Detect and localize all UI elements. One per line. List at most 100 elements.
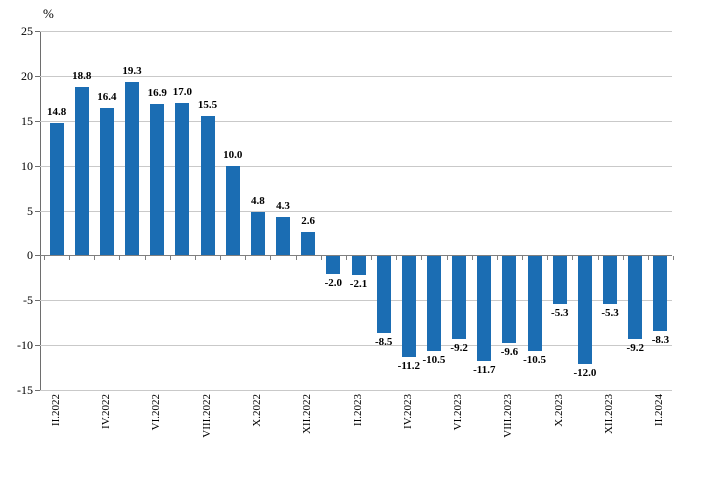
y-axis-tick (35, 75, 40, 77)
x-axis-label: II.2023 (351, 394, 364, 427)
x-axis-tick (547, 256, 549, 261)
bar (150, 103, 165, 256)
x-axis-tick (371, 256, 373, 261)
bar (49, 122, 64, 256)
x-axis-tick (94, 256, 96, 261)
bar (276, 216, 291, 256)
y-axis-tick-label: -10 (17, 338, 33, 353)
bar-value-label: 18.8 (72, 69, 92, 82)
bar-value-label: -8.5 (374, 335, 393, 348)
x-axis-tick (647, 256, 649, 261)
bar (552, 256, 567, 304)
x-axis-label: VIII.2022 (200, 394, 213, 438)
bar (452, 256, 467, 339)
bar (376, 256, 391, 333)
bar (326, 256, 341, 275)
x-axis-tick (522, 256, 524, 261)
bar (175, 102, 190, 256)
x-axis-tick (44, 256, 45, 261)
x-axis-label: X.2023 (552, 394, 565, 427)
x-axis-tick (169, 256, 171, 261)
x-axis-tick (396, 256, 398, 261)
y-axis-tick (35, 210, 40, 212)
x-axis-tick (194, 256, 196, 261)
bar (577, 256, 592, 365)
bar (74, 86, 89, 256)
bar-value-label: -9.6 (500, 345, 519, 358)
bar (477, 256, 492, 362)
bar (250, 212, 265, 256)
bar (603, 256, 618, 304)
x-axis-tick (69, 256, 71, 261)
y-axis-tick-label: 5 (27, 203, 33, 218)
x-axis-label: IV.2022 (99, 394, 112, 429)
y-axis-tick (35, 31, 40, 32)
x-axis-tick (270, 256, 272, 261)
bar-value-label: -11.2 (397, 359, 420, 372)
bar (527, 256, 542, 351)
bar (351, 256, 366, 276)
bar (125, 82, 140, 256)
y-axis-tick-label: -5 (23, 293, 33, 308)
bar-value-label: 16.4 (97, 91, 117, 104)
bar (301, 232, 316, 256)
bar-value-label: 10.0 (223, 148, 243, 161)
zero-gridline (40, 255, 672, 257)
x-axis-tick (295, 256, 297, 261)
bar-value-label: -8.3 (651, 333, 670, 346)
gridline (40, 165, 672, 167)
x-axis-label: VI.2022 (150, 394, 163, 431)
bar-value-label: 19.3 (122, 65, 142, 78)
gridline (40, 345, 672, 347)
y-axis-tick (35, 345, 40, 347)
bar-value-label: -2.1 (349, 278, 368, 291)
y-axis-tick-label: 25 (21, 24, 33, 38)
x-axis-tick (220, 256, 222, 261)
bar-value-label: -10.5 (523, 353, 547, 366)
x-axis-tick (144, 256, 146, 261)
x-axis-tick (320, 256, 322, 261)
bar (628, 256, 643, 339)
x-axis-tick (345, 256, 347, 261)
x-axis-label: VI.2023 (452, 394, 465, 431)
y-axis-tick-label: 0 (27, 248, 33, 263)
x-axis-label: VIII.2023 (502, 394, 515, 438)
x-axis-label: II.2022 (49, 394, 62, 427)
gridline (40, 120, 672, 122)
bar-value-label: -9.2 (626, 341, 644, 354)
bar-value-label: 15.5 (197, 99, 218, 112)
bar-value-label: -11.7 (473, 364, 496, 377)
x-axis-tick (572, 256, 574, 261)
bar-value-label: 4.8 (250, 195, 265, 208)
bar (200, 116, 215, 256)
y-axis-tick-label: -15 (17, 383, 33, 397)
y-axis-tick-label: 20 (21, 68, 33, 83)
bar-value-label: 2.6 (301, 215, 316, 228)
bar (426, 256, 441, 351)
bar (99, 108, 114, 256)
bar-value-label: -10.5 (422, 353, 446, 366)
y-axis-tick (35, 255, 40, 257)
bar-value-label: -2.0 (324, 277, 343, 290)
x-axis-label: IV.2023 (401, 394, 414, 429)
x-axis-tick (673, 256, 674, 261)
bar-value-label: 17.0 (172, 85, 192, 98)
bar-value-label: 16.9 (147, 86, 167, 99)
x-axis-tick (245, 256, 247, 261)
y-axis-tick (35, 120, 40, 122)
x-axis-tick (471, 256, 473, 261)
gridline (40, 390, 672, 391)
x-axis-label: X.2022 (250, 394, 263, 427)
gridline (40, 75, 672, 77)
y-axis-tick (35, 390, 40, 391)
bar-value-label: 4.3 (276, 199, 290, 212)
x-axis-tick (446, 256, 448, 261)
x-axis-tick (421, 256, 423, 261)
x-axis-tick (496, 256, 498, 261)
gridline (40, 210, 672, 212)
x-axis-label: II.2024 (653, 394, 666, 427)
bar-value-label: -5.3 (601, 306, 619, 319)
x-axis-tick (119, 256, 121, 261)
y-axis-tick (35, 300, 40, 302)
